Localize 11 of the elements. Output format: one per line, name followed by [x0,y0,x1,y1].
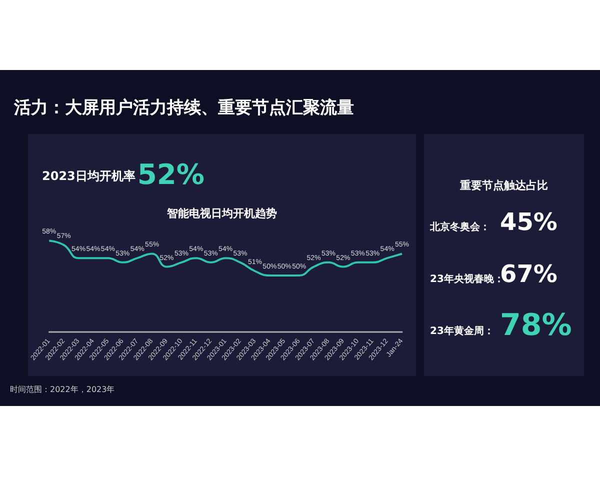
text: 时间范围：2022年，2023年 [10,384,115,395]
text: 23年黄金周： [430,324,494,338]
text: 北京冬奥会： [430,220,490,234]
text: 2023日均开机率 [42,169,136,183]
text: 52% [137,158,204,191]
chart-title: 活力：大屏用户活力持续、重要节点汇聚流量 [14,97,354,119]
text: 重要节点触达占比 [459,178,549,193]
text: 45% [500,208,558,236]
text: 67% [500,260,558,288]
chart-subtitle: 智能电视日均开机趋势 [166,206,278,221]
text: 78% [500,308,572,343]
